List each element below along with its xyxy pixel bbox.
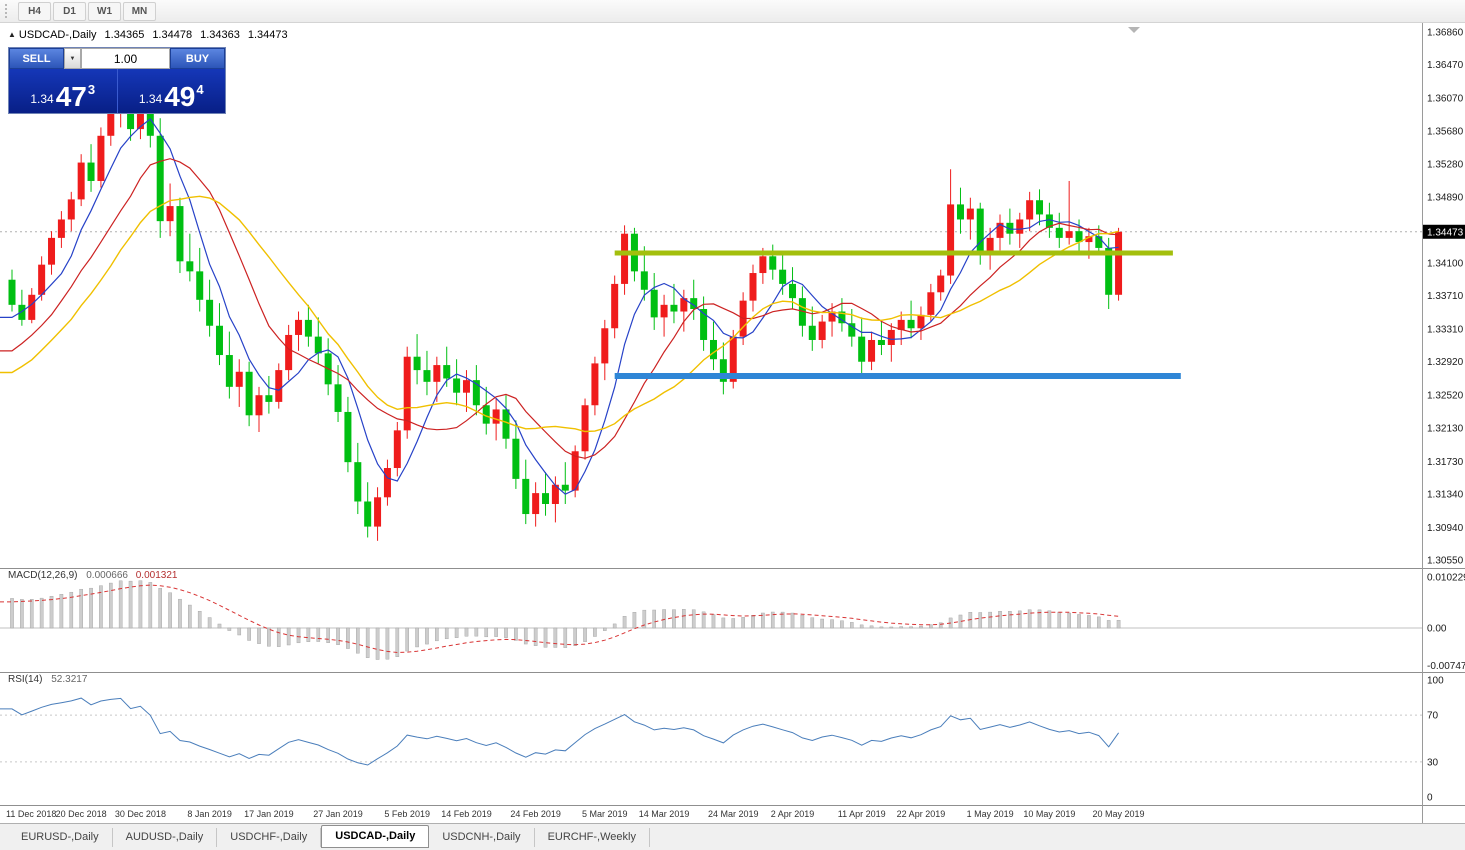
time-axis-label: 20 Dec 2018	[56, 809, 107, 819]
timeframe-button-mn[interactable]: MN	[123, 1, 156, 21]
window-tab-eurusd-daily[interactable]: EURUSD-,Daily	[8, 827, 113, 847]
svg-text:70: 70	[1427, 711, 1439, 722]
svg-text:100: 100	[1427, 676, 1444, 687]
current-price-badge-text: 1.34473	[1427, 227, 1464, 238]
svg-text:1.33710: 1.33710	[1427, 291, 1464, 302]
rsi-name: RSI(14)	[8, 674, 43, 685]
ohlc-open: 1.34365	[104, 29, 145, 41]
macd-value: 0.000666	[86, 570, 128, 581]
time-axis-label: 14 Feb 2019	[441, 809, 492, 819]
svg-text:1.34890: 1.34890	[1427, 192, 1464, 203]
svg-text:1.31340: 1.31340	[1427, 489, 1464, 500]
time-axis-label: 27 Jan 2019	[313, 809, 363, 819]
time-axis-label: 2 Apr 2019	[771, 809, 815, 819]
window-tab-usdcad-daily[interactable]: USDCAD-,Daily	[321, 824, 430, 848]
macd-axis: 0.010229 0.00 -0.007477	[1427, 572, 1465, 671]
rsi-value: 52.3217	[51, 674, 88, 685]
svg-text:1.36470: 1.36470	[1427, 60, 1464, 71]
svg-text:1.35280: 1.35280	[1427, 160, 1464, 171]
time-axis-label: 11 Dec 2018	[6, 809, 56, 819]
lot-size-input[interactable]	[81, 48, 170, 69]
svg-text:1.32920: 1.32920	[1427, 357, 1464, 368]
ma-18-line	[0, 195, 1119, 433]
ma-12-line	[0, 158, 1119, 459]
time-axis-label: 8 Jan 2019	[187, 809, 232, 819]
ohlc-close: 1.34473	[247, 29, 288, 41]
chart-window-tabs: EURUSD-,Daily AUDUSD-,Daily USDCHF-,Daily U…	[0, 823, 1465, 850]
svg-text:1.35680: 1.35680	[1427, 126, 1464, 137]
window-tab-audusd-daily[interactable]: AUDUSD-,Daily	[113, 827, 218, 847]
svg-text:0.010229: 0.010229	[1427, 572, 1465, 583]
ohlc-high: 1.34478	[152, 29, 193, 41]
price-axis[interactable]: 1.36860 1.36470 1.36070 1.35680 1.35280 1.348…	[1423, 28, 1465, 567]
svg-text:1.36860: 1.36860	[1427, 28, 1464, 39]
window-tab-usdchf-daily[interactable]: USDCHF-,Daily	[217, 827, 322, 847]
svg-text:-0.007477: -0.007477	[1427, 661, 1465, 672]
buy-price-sup: 4	[196, 82, 204, 97]
svg-text:1.36070: 1.36070	[1427, 94, 1464, 105]
sell-price-big: 47	[55, 81, 87, 113]
chart-symbol-title: USDCAD-,Daily	[18, 29, 97, 41]
rsi-indicator-label: RSI(14) 52.3217	[8, 674, 87, 685]
svg-text:1.33310: 1.33310	[1427, 325, 1464, 336]
trade-panel-divider	[116, 69, 118, 113]
timeframe-button-d1[interactable]: D1	[53, 1, 86, 21]
sell-price-display[interactable]: 1.34 47 3	[9, 69, 117, 113]
svg-text:1.31730: 1.31730	[1427, 457, 1464, 468]
time-axis-label: 10 May 2019	[1023, 809, 1075, 819]
time-axis-label: 5 Feb 2019	[384, 809, 430, 819]
timeframe-button-w1[interactable]: W1	[88, 1, 121, 21]
time-axis-label: 1 May 2019	[967, 809, 1014, 819]
buy-price-prefix: 1.34	[138, 92, 163, 106]
svg-text:1.34100: 1.34100	[1427, 258, 1464, 269]
svg-text:1.32130: 1.32130	[1427, 423, 1464, 434]
time-axis-label: 11 Apr 2019	[838, 809, 886, 819]
svg-text:30: 30	[1427, 757, 1439, 768]
svg-text:0.00: 0.00	[1427, 624, 1447, 635]
time-axis-label: 14 Mar 2019	[639, 809, 690, 819]
macd-signal-line	[0, 584, 1119, 654]
ma-6-line	[0, 118, 1119, 495]
current-price-badge	[1423, 224, 1465, 239]
macd-indicator-label: MACD(12,26,9) 0.000666 0.001321	[8, 570, 177, 581]
macd-histogram	[10, 580, 1121, 660]
chart-ohlc-header: ▲ USDCAD-,Daily 1.34365 1.34478 1.34363 1.344…	[8, 29, 288, 41]
svg-text:0: 0	[1427, 793, 1433, 804]
one-click-trading-panel: SELL ▼ BUY 1.34 47 3 1.34 49 4	[8, 47, 226, 114]
rsi-axis: 100 70 30 0	[1427, 676, 1444, 804]
time-axis-label: 5 Mar 2019	[582, 809, 628, 819]
time-axis-label: 20 May 2019	[1093, 809, 1145, 819]
time-axis-label: 24 Mar 2019	[708, 809, 759, 819]
svg-text:1.30940: 1.30940	[1427, 523, 1464, 534]
sell-price-sup: 3	[87, 82, 96, 97]
svg-text:1.32520: 1.32520	[1427, 391, 1464, 402]
timeframe-button-h4[interactable]: H4	[18, 1, 51, 21]
svg-text:1.30550: 1.30550	[1427, 556, 1464, 567]
time-axis[interactable]: 11 Dec 2018 20 Dec 2018 30 Dec 2018 8 Jan 2…	[6, 809, 1145, 819]
sell-button[interactable]: SELL	[9, 48, 64, 69]
toolbar-grip[interactable]	[5, 4, 11, 18]
macd-signal-value: 0.001321	[135, 570, 178, 581]
sell-price-prefix: 1.34	[30, 92, 54, 106]
ohlc-low: 1.34363	[200, 29, 240, 41]
symbol-marker-icon: ▲	[8, 30, 16, 39]
chart-shift-marker-icon[interactable]	[1128, 27, 1140, 33]
macd-name: MACD(12,26,9)	[8, 570, 78, 581]
rsi-line	[0, 697, 1120, 766]
time-axis-label: 30 Dec 2018	[115, 809, 166, 819]
buy-button[interactable]: BUY	[170, 48, 225, 69]
time-axis-label: 22 Apr 2019	[897, 809, 946, 819]
lot-dropdown-button[interactable]: ▼	[64, 48, 81, 69]
time-axis-label: 17 Jan 2019	[244, 809, 294, 819]
time-axis-label: 24 Feb 2019	[510, 809, 561, 819]
chart-background[interactable]	[0, 23, 1465, 823]
chevron-down-icon: ▼	[69, 55, 76, 62]
timeframe-toolbar: H4 D1 W1 MN	[0, 0, 1465, 23]
window-tab-eurchf-weekly[interactable]: EURCHF-,Weekly	[535, 827, 650, 847]
buy-price-display[interactable]: 1.34 49 4	[118, 69, 226, 113]
buy-price-big: 49	[164, 81, 196, 113]
window-tab-usdcnh-daily[interactable]: USDCNH-,Daily	[429, 827, 535, 847]
